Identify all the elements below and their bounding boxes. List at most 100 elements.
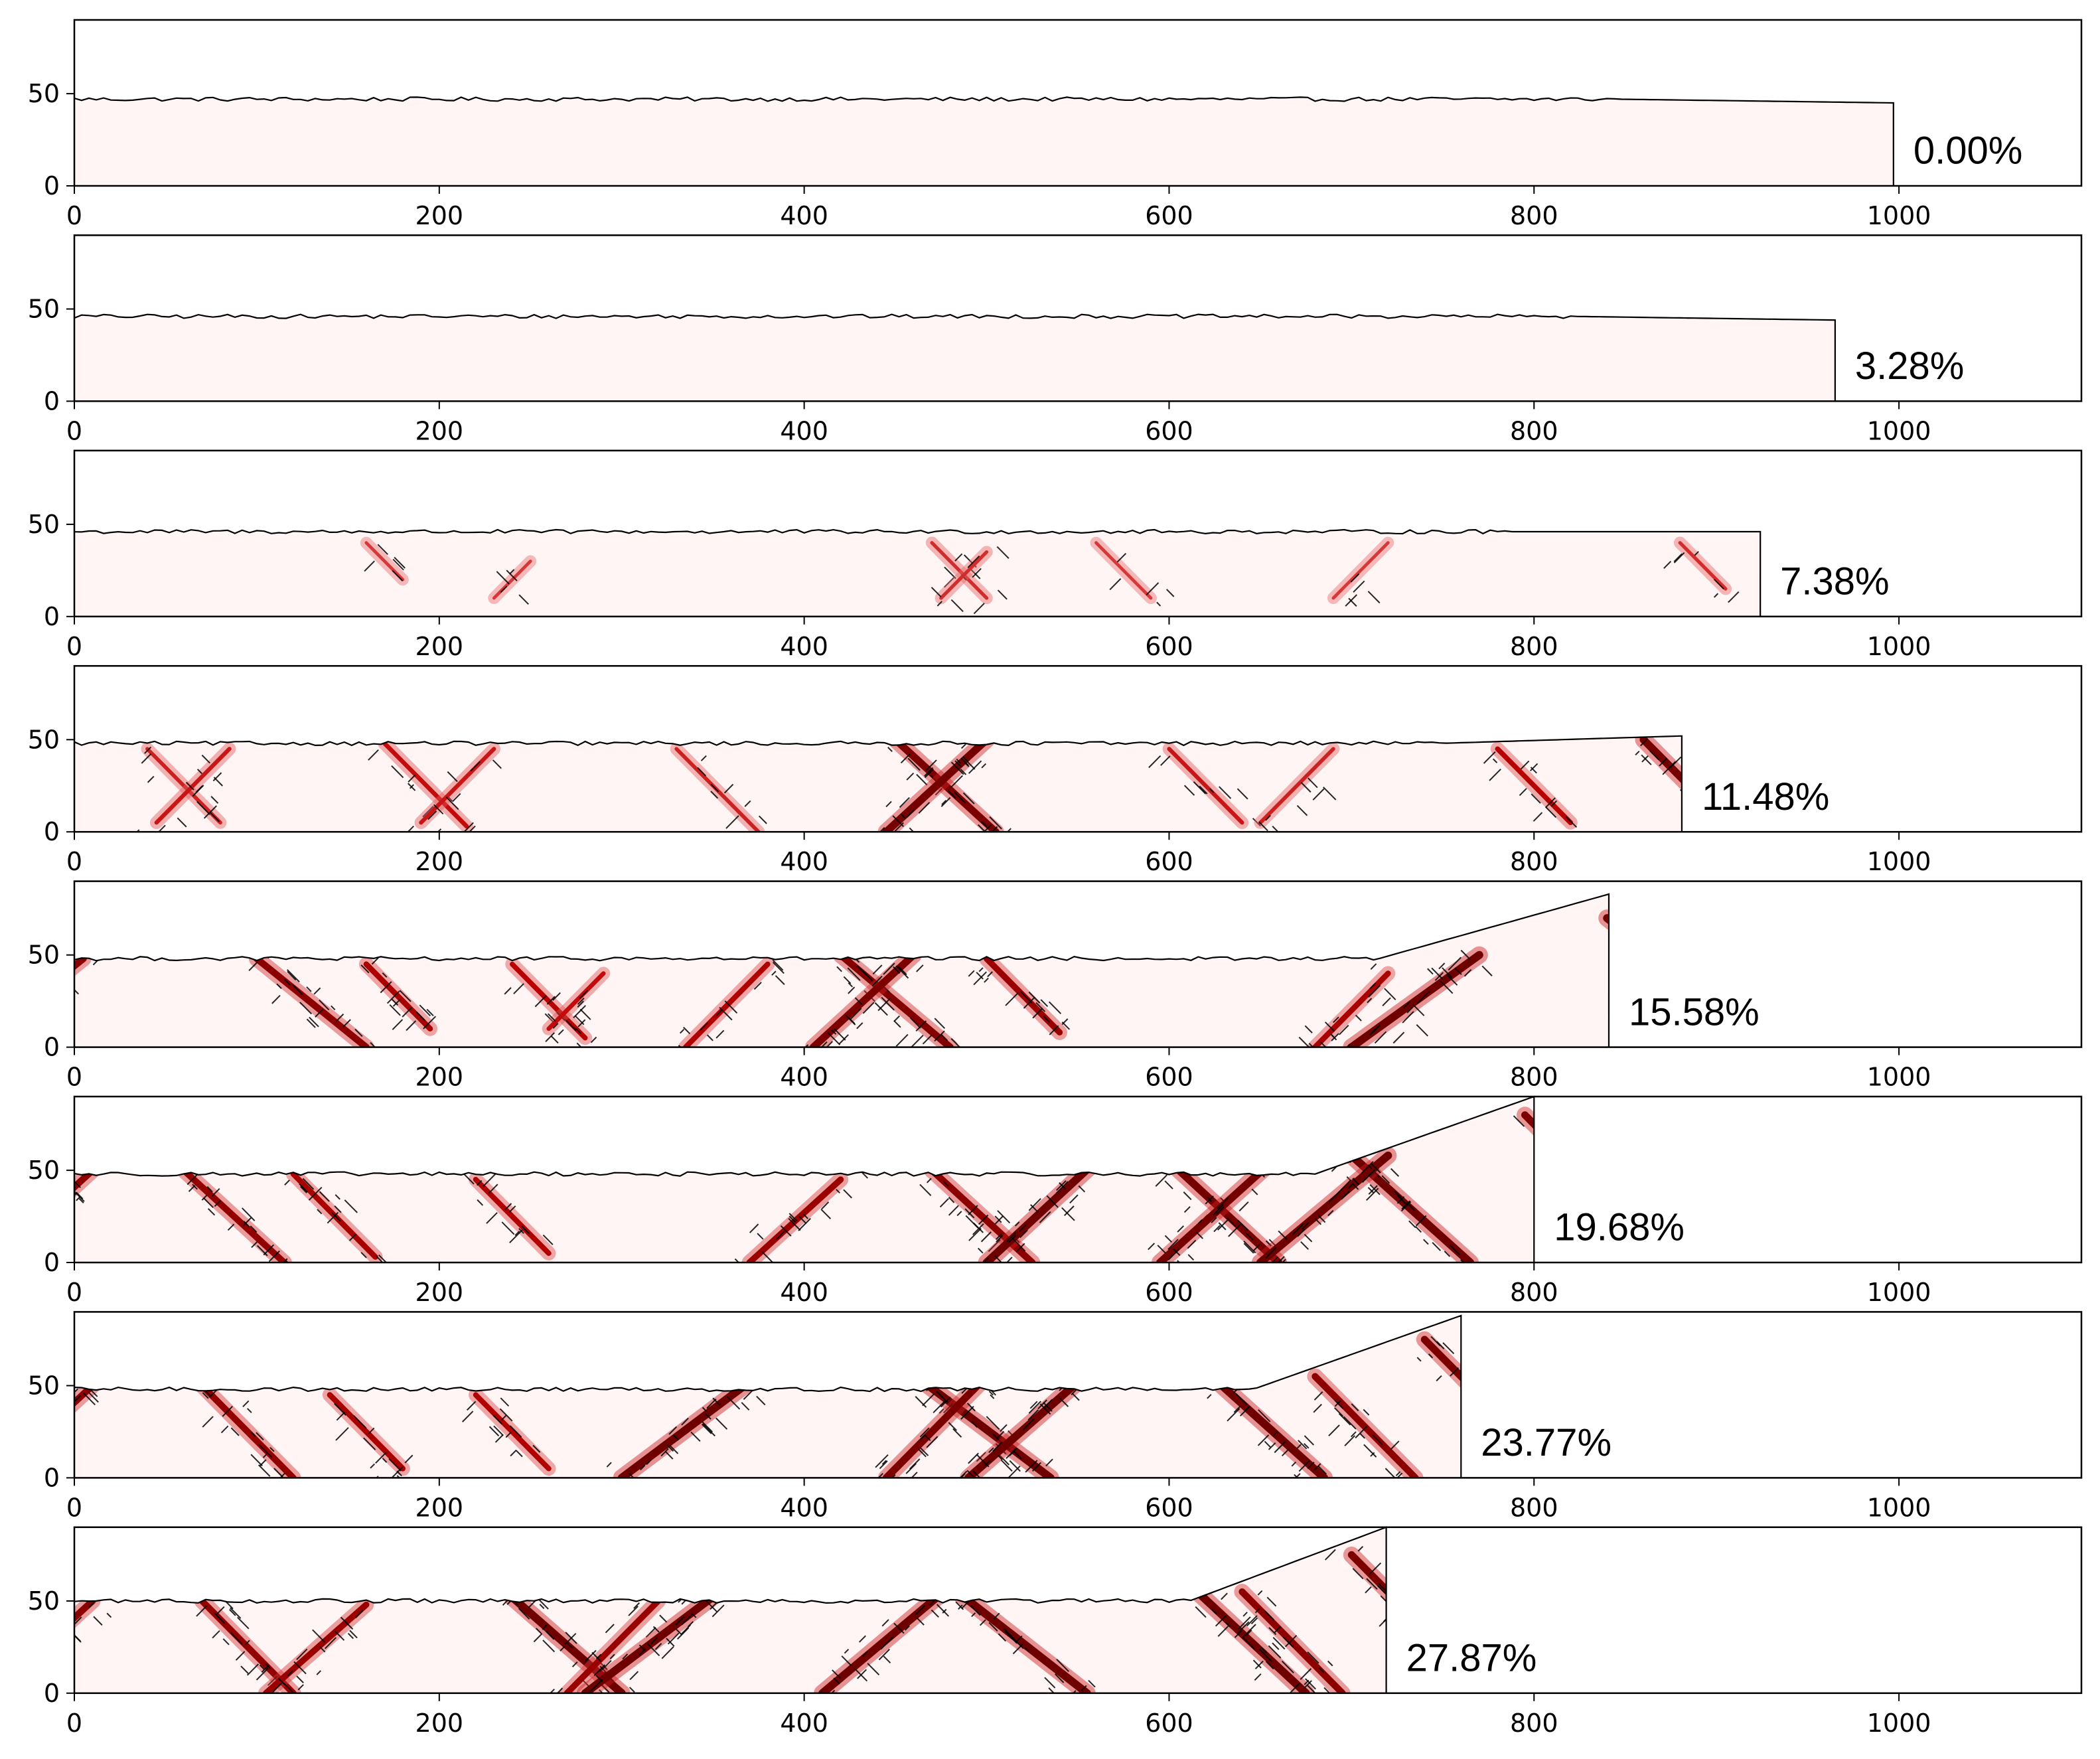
micro-crack (1368, 1185, 1378, 1195)
micro-crack (996, 1233, 1002, 1240)
micro-crack (89, 1389, 98, 1397)
micro-crack (700, 1022, 708, 1032)
micro-crack (1037, 1399, 1047, 1410)
micro-crack (591, 1651, 602, 1662)
micro-crack (944, 566, 956, 579)
micro-crack (1265, 1661, 1274, 1670)
damage-layer (74, 909, 1609, 1047)
micro-crack (916, 964, 924, 972)
micro-crack (1228, 1223, 1241, 1237)
micro-crack (493, 1425, 504, 1436)
micro-crack (1460, 1259, 1471, 1262)
micro-crack (645, 1627, 656, 1638)
micro-crack (734, 1258, 748, 1262)
micro-crack (1284, 1635, 1298, 1647)
micro-crack (1304, 1435, 1315, 1446)
micro-crack (258, 1464, 271, 1477)
micro-crack (919, 1434, 926, 1440)
micro-crack (1635, 751, 1640, 756)
micro-crack (547, 1013, 556, 1022)
micro-crack (960, 743, 966, 749)
micro-crack (1659, 757, 1668, 767)
micro-crack (757, 1233, 764, 1240)
damage-layer (129, 735, 1682, 832)
micro-crack (881, 996, 895, 1011)
micro-crack (988, 1622, 998, 1632)
micro-crack (661, 1646, 674, 1659)
specimen-outline (74, 1314, 1462, 1478)
x-tick-label: 600 (1145, 416, 1193, 445)
micro-crack (1641, 754, 1652, 765)
micro-crack (488, 1426, 500, 1436)
micro-crack (854, 1668, 868, 1682)
micro-crack (222, 1406, 233, 1417)
micro-crack (1164, 1235, 1172, 1243)
micro-crack (700, 755, 707, 761)
micro-crack (1379, 1614, 1387, 1627)
micro-crack (299, 1002, 313, 1015)
micro-crack (1015, 1243, 1025, 1253)
micro-crack (988, 1447, 994, 1454)
micro-crack (1416, 1024, 1428, 1037)
micro-crack (715, 1030, 725, 1039)
micro-crack (986, 1416, 1000, 1430)
micro-crack (847, 967, 861, 981)
micro-crack (710, 791, 719, 799)
micro-crack (470, 761, 481, 772)
micro-crack (1372, 1434, 1384, 1446)
micro-crack (312, 1629, 326, 1643)
y-tick-label: 0 (44, 171, 60, 200)
micro-crack (989, 816, 1002, 830)
micro-crack (144, 746, 152, 754)
micro-crack (1304, 1442, 1310, 1449)
micro-crack (1301, 1221, 1310, 1230)
strain-label: 7.38% (1780, 560, 1889, 603)
micro-crack (1243, 1241, 1256, 1254)
micro-crack (885, 801, 892, 808)
micro-crack (202, 1392, 209, 1399)
micro-crack (1401, 1200, 1411, 1210)
micro-crack (564, 1633, 577, 1645)
micro-crack (1048, 1001, 1062, 1014)
micro-crack (259, 1664, 265, 1671)
micro-crack (380, 981, 392, 994)
micro-crack (229, 1609, 236, 1616)
micro-crack (593, 1664, 606, 1677)
micro-crack (1019, 1229, 1028, 1239)
micro-crack (681, 1417, 689, 1426)
micro-crack (386, 990, 400, 1004)
micro-crack (909, 1017, 921, 1029)
micro-crack (1307, 1462, 1315, 1470)
micro-crack (987, 971, 993, 978)
micro-crack (1313, 1463, 1321, 1471)
micro-crack (922, 1393, 935, 1407)
micro-crack (862, 1002, 875, 1014)
micro-crack (1008, 1465, 1021, 1478)
micro-crack (297, 1684, 304, 1691)
micro-crack (256, 1245, 268, 1257)
micro-crack (1436, 1341, 1445, 1349)
micro-crack (937, 601, 942, 607)
micro-crack (994, 1215, 1002, 1223)
micro-crack (843, 976, 852, 984)
micro-crack (1431, 967, 1444, 980)
micro-crack (924, 767, 934, 777)
micro-crack (215, 1606, 225, 1616)
micro-crack (1254, 1608, 1260, 1614)
micro-crack (836, 966, 842, 972)
micro-crack (1369, 982, 1377, 990)
micro-crack (1304, 1025, 1313, 1033)
micro-crack (1055, 1181, 1069, 1194)
micro-crack (499, 1408, 513, 1422)
micro-crack (958, 1604, 963, 1610)
shear-band (154, 747, 232, 825)
micro-crack (262, 1453, 267, 1458)
micro-crack (192, 1184, 198, 1190)
micro-crack (1004, 1631, 1017, 1644)
micro-crack (965, 1215, 979, 1229)
micro-crack (850, 1008, 862, 1020)
micro-crack (715, 1009, 723, 1016)
micro-crack (1416, 1357, 1422, 1362)
axes-frame (73, 234, 2083, 402)
micro-crack (972, 568, 982, 578)
